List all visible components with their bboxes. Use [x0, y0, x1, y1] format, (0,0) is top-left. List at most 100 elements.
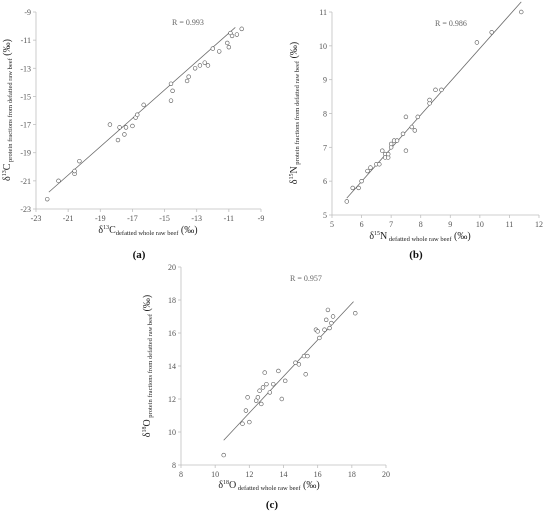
- panel-label: (c): [266, 499, 279, 511]
- regression-line: [223, 301, 354, 441]
- data-point: [240, 421, 245, 426]
- data-point: [325, 307, 331, 313]
- y-tick-label: 10: [168, 428, 176, 437]
- data-point: [168, 98, 174, 103]
- x-tick-label: -21: [63, 214, 74, 223]
- axis-label-prefix: δ: [98, 225, 103, 236]
- axis-label-unit: (‰): [452, 231, 471, 242]
- axis-label-sub: protein fractions from defatted raw beef: [7, 57, 14, 163]
- data-point: [243, 408, 249, 413]
- data-point: [296, 362, 302, 367]
- data-point: [264, 381, 269, 387]
- scatter-panel-c: 8 10 12 14 16 18 20 8 10 12 14 16 18 20 R = 0.957 δ18O …: [142, 263, 390, 511]
- x-tick-label: 14: [280, 470, 288, 479]
- data-point: [317, 335, 322, 341]
- data-point: [489, 30, 494, 35]
- x-tick-label: -17: [127, 214, 138, 223]
- axis-label-sup: 18: [223, 480, 229, 486]
- data-point: [72, 168, 77, 174]
- y-tick-label: -11: [21, 36, 31, 45]
- data-point: [322, 327, 327, 332]
- x-tick-label: 12: [535, 220, 543, 229]
- x-tick-label: 18: [348, 470, 356, 479]
- correlation-label: R = 0.986: [435, 19, 467, 28]
- data-point: [403, 114, 409, 120]
- data-point: [210, 46, 215, 51]
- data-point: [245, 395, 250, 400]
- axis-label-element: O: [229, 480, 236, 491]
- axis-label-element: N: [289, 166, 300, 173]
- data-point: [385, 151, 391, 157]
- data-point: [427, 97, 432, 103]
- data-point: [259, 401, 264, 407]
- data-point: [368, 165, 373, 170]
- x-tick-label: -23: [31, 214, 42, 223]
- panel-label: (a): [133, 249, 146, 261]
- data-point: [305, 353, 310, 359]
- axis-label-element: N: [380, 231, 387, 242]
- y-axis-title: δ15N protein fractions from defatted raw…: [289, 42, 301, 185]
- data-point: [226, 44, 232, 50]
- data-point: [205, 63, 211, 68]
- data-point: [353, 310, 358, 316]
- data-point: [225, 40, 230, 46]
- data-point: [271, 381, 276, 387]
- data-point: [380, 148, 385, 153]
- x-tick-label: -13: [191, 214, 202, 223]
- y-tick-label: 14: [168, 362, 176, 371]
- data-point: [350, 185, 355, 191]
- axis-label-sup: 15: [289, 174, 295, 180]
- panel-label: (b): [409, 249, 423, 261]
- y-tick-label: 7: [323, 143, 327, 152]
- x-tick-label: 5: [330, 220, 334, 229]
- data-point: [262, 370, 267, 375]
- y-tick-label: 6: [323, 177, 327, 186]
- data-point: [260, 385, 266, 390]
- axis-label-prefix: δ: [289, 179, 300, 184]
- data-point: [77, 158, 82, 164]
- data-point: [234, 32, 240, 37]
- axis-label-sup: 13: [103, 225, 109, 231]
- data-point: [324, 317, 329, 322]
- data-point: [130, 123, 135, 129]
- axis-label-prefix: δ: [142, 432, 153, 437]
- data-point: [56, 178, 61, 184]
- data-point: [412, 128, 418, 133]
- data-point: [247, 419, 252, 425]
- data-point: [400, 131, 406, 137]
- y-tick-label: 20: [168, 263, 176, 272]
- scatter-panel-a: -23 -21 -19 -17 -15 -13 -11 -9 -23 -21 -19 -17 -15 -1…: [2, 8, 264, 261]
- data-point: [276, 368, 281, 374]
- y-tick-label: -21: [20, 177, 31, 186]
- data-point: [186, 74, 191, 79]
- data-point: [377, 162, 382, 167]
- x-tick-label: 20: [382, 470, 390, 479]
- data-point: [409, 124, 415, 130]
- data-point: [253, 398, 259, 403]
- data-point: [519, 9, 524, 15]
- x-tick-label: -19: [95, 214, 106, 223]
- axis-label-element: O: [142, 419, 153, 426]
- axis-label-prefix: δ: [218, 480, 223, 491]
- axis-label-element: C: [109, 225, 116, 236]
- y-tick-label: 8: [172, 461, 176, 470]
- y-tick-label: 18: [168, 296, 176, 305]
- x-tick-label: 11: [506, 220, 514, 229]
- data-point: [439, 87, 444, 93]
- data-point: [135, 112, 140, 117]
- y-tick-label: -13: [20, 64, 31, 73]
- x-tick-label: 7: [389, 220, 393, 229]
- data-point: [221, 452, 226, 458]
- data-point: [344, 199, 349, 204]
- axis-label-element: C: [2, 163, 13, 170]
- axis-label-prefix: δ: [2, 176, 13, 181]
- data-point: [239, 26, 244, 32]
- x-tick-label: 6: [360, 220, 364, 229]
- data-point: [257, 388, 262, 393]
- x-tick-label: 9: [448, 220, 452, 229]
- axis-label-unit: (‰): [142, 295, 153, 314]
- x-axis-title: δ18O defatted whole raw beef (‰): [218, 480, 319, 492]
- data-point: [123, 125, 129, 130]
- y-tick-label: 12: [168, 395, 176, 404]
